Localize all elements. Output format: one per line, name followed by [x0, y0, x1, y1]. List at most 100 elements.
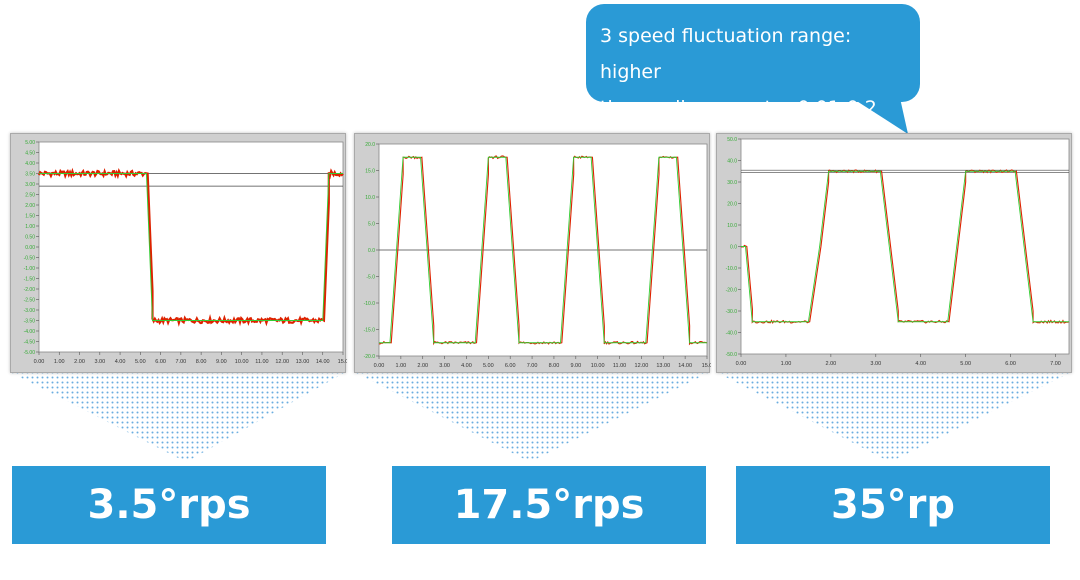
x-tick-label: 1.00 — [781, 361, 792, 367]
x-tick-label: 0.00 — [34, 359, 45, 365]
y-tick-label: -15.0 — [364, 328, 376, 334]
x-tick-label: 7.00 — [1050, 361, 1061, 367]
x-tick-label: 6.00 — [505, 363, 516, 369]
speed-label-3-5rps: 3.5°rps — [12, 466, 326, 544]
dot-fan-2 — [354, 372, 710, 462]
x-tick-label: 4.00 — [915, 361, 926, 367]
y-tick-label: 4.50 — [25, 151, 35, 157]
callout-bubble: 3 speed fluctuation range: higher than o… — [586, 4, 920, 119]
x-tick-label: 7.00 — [176, 359, 187, 365]
x-tick-label: 13.00 — [296, 359, 310, 365]
y-tick-label: -3.50 — [24, 319, 36, 325]
y-tick-label: 0.50 — [25, 235, 35, 241]
x-tick-label: 14.00 — [316, 359, 330, 365]
speed-label-17-5rps: 17.5°rps — [392, 466, 706, 544]
chart-svg-3-5rps: 5.00 4.50 4.00 3.50 3.00 2.50 2.00 1.50 1.00 0.50… — [24, 140, 347, 365]
y-tick-label: 30.0 — [727, 180, 737, 186]
y-tick-label: 20.0 — [365, 142, 375, 148]
y-tick-label: -10.0 — [364, 301, 376, 307]
x-tick-label: 11.00 — [255, 359, 268, 365]
y-tick-label: -3.00 — [24, 308, 36, 314]
x-tick-label: 15.0 — [338, 359, 347, 365]
x-tick-label: 2.00 — [826, 361, 837, 367]
x-tick-label: 5.00 — [960, 361, 971, 367]
y-tick-label: -5.0 — [366, 275, 375, 281]
plot-area — [740, 138, 1070, 355]
x-tick-label: 15.0 — [702, 363, 711, 369]
x-tick-label: 5.00 — [135, 359, 146, 365]
y-tick-label: -0.50 — [24, 256, 36, 262]
x-tick-label: 3.00 — [94, 359, 105, 365]
x-tick-label: 12.00 — [275, 359, 289, 365]
y-tick-label: 0.00 — [25, 245, 35, 251]
x-tick-label: 10.00 — [235, 359, 249, 365]
x-tick-label: 14.00 — [678, 363, 692, 369]
chart-panel-3-5rps: 5.00 4.50 4.00 3.50 3.00 2.50 2.00 1.50 1.00 0.50… — [10, 133, 347, 373]
y-tick-label: -4.50 — [24, 340, 36, 346]
y-tick-label: 5.0 — [368, 222, 375, 228]
y-tick-label: -5.00 — [24, 350, 36, 356]
y-tick-label: -4.00 — [24, 329, 36, 335]
x-tick-label: 4.00 — [115, 359, 126, 365]
plot-area — [38, 141, 344, 353]
command-speed-line — [741, 170, 1069, 323]
y-tick-label: -2.00 — [24, 287, 36, 293]
y-tick-label: -40.0 — [726, 331, 738, 337]
y-tick-label: 2.00 — [25, 203, 35, 209]
speed-label-35rp: 35°rp — [736, 466, 1050, 544]
chart-panel-17-5rps: 20.0 15.0 10.0 5.0 0.0 -5.0 -10.0 -15.0 -20.0 0.0… — [354, 133, 711, 373]
x-tick-label: 3.00 — [870, 361, 881, 367]
dot-fan-3 — [716, 372, 1072, 462]
y-tick-label: 40.0 — [727, 159, 737, 165]
y-tick-label: 15.0 — [365, 169, 375, 175]
y-tick-label: 4.00 — [25, 161, 35, 167]
x-tick-label: 13.00 — [656, 363, 670, 369]
y-tick-label: -20.0 — [364, 354, 376, 360]
x-tick-label: 6.00 — [1005, 361, 1016, 367]
x-tick-label: 11.00 — [613, 363, 626, 369]
command-speed-line — [379, 156, 707, 344]
y-tick-label: -50.0 — [726, 352, 738, 358]
chart-svg-35rp: 50.0 40.0 30.0 20.0 10.0 0.0 -10.0 -20.0 -30.0 -4… — [726, 137, 1070, 367]
y-tick-label: -30.0 — [726, 309, 738, 315]
y-tick-label: -1.00 — [24, 266, 36, 272]
x-tick-label: 12.00 — [635, 363, 649, 369]
x-tick-label: 0.00 — [736, 361, 747, 367]
x-tick-label: 6.00 — [155, 359, 166, 365]
y-tick-label: 20.0 — [727, 202, 737, 208]
x-tick-label: 3.00 — [439, 363, 450, 369]
x-tick-label: 4.00 — [461, 363, 472, 369]
y-tick-label: 10.0 — [727, 223, 737, 229]
callout-line-1: 3 speed fluctuation range: higher — [600, 25, 852, 83]
y-tick-label: 5.00 — [25, 140, 35, 146]
y-tick-label: 1.50 — [25, 214, 35, 220]
x-tick-label: 2.00 — [417, 363, 428, 369]
chart-svg-17-5rps: 20.0 15.0 10.0 5.0 0.0 -5.0 -10.0 -15.0 -20.0 0.0… — [364, 142, 711, 369]
x-tick-label: 8.00 — [549, 363, 560, 369]
x-tick-label: 0.00 — [374, 363, 385, 369]
x-tick-label: 9.00 — [216, 359, 227, 365]
x-tick-label: 5.00 — [483, 363, 494, 369]
y-tick-label: -10.0 — [726, 266, 738, 272]
callout-line-2: than ordinary motor 0.01-0.2 — [600, 97, 877, 119]
x-tick-label: 1.00 — [54, 359, 65, 365]
x-tick-label: 1.00 — [396, 363, 407, 369]
x-tick-label: 7.00 — [527, 363, 538, 369]
x-tick-label: 8.00 — [196, 359, 207, 365]
chart-panel-35rp: 50.0 40.0 30.0 20.0 10.0 0.0 -10.0 -20.0 -30.0 -4… — [716, 133, 1072, 373]
y-tick-label: 0.0 — [730, 245, 737, 251]
dot-fan-1 — [10, 372, 346, 462]
y-tick-label: 0.0 — [368, 248, 375, 254]
y-tick-label: 50.0 — [727, 137, 737, 143]
command-speed-line — [39, 173, 343, 321]
y-tick-label: -2.50 — [24, 298, 36, 304]
y-tick-label: 3.50 — [25, 172, 35, 178]
x-tick-label: 2.00 — [74, 359, 85, 365]
y-tick-label: -20.0 — [726, 288, 738, 294]
x-tick-label: 10.00 — [591, 363, 605, 369]
x-tick-label: 9.00 — [570, 363, 581, 369]
y-tick-label: 10.0 — [365, 195, 375, 201]
y-tick-label: 2.50 — [25, 193, 35, 199]
